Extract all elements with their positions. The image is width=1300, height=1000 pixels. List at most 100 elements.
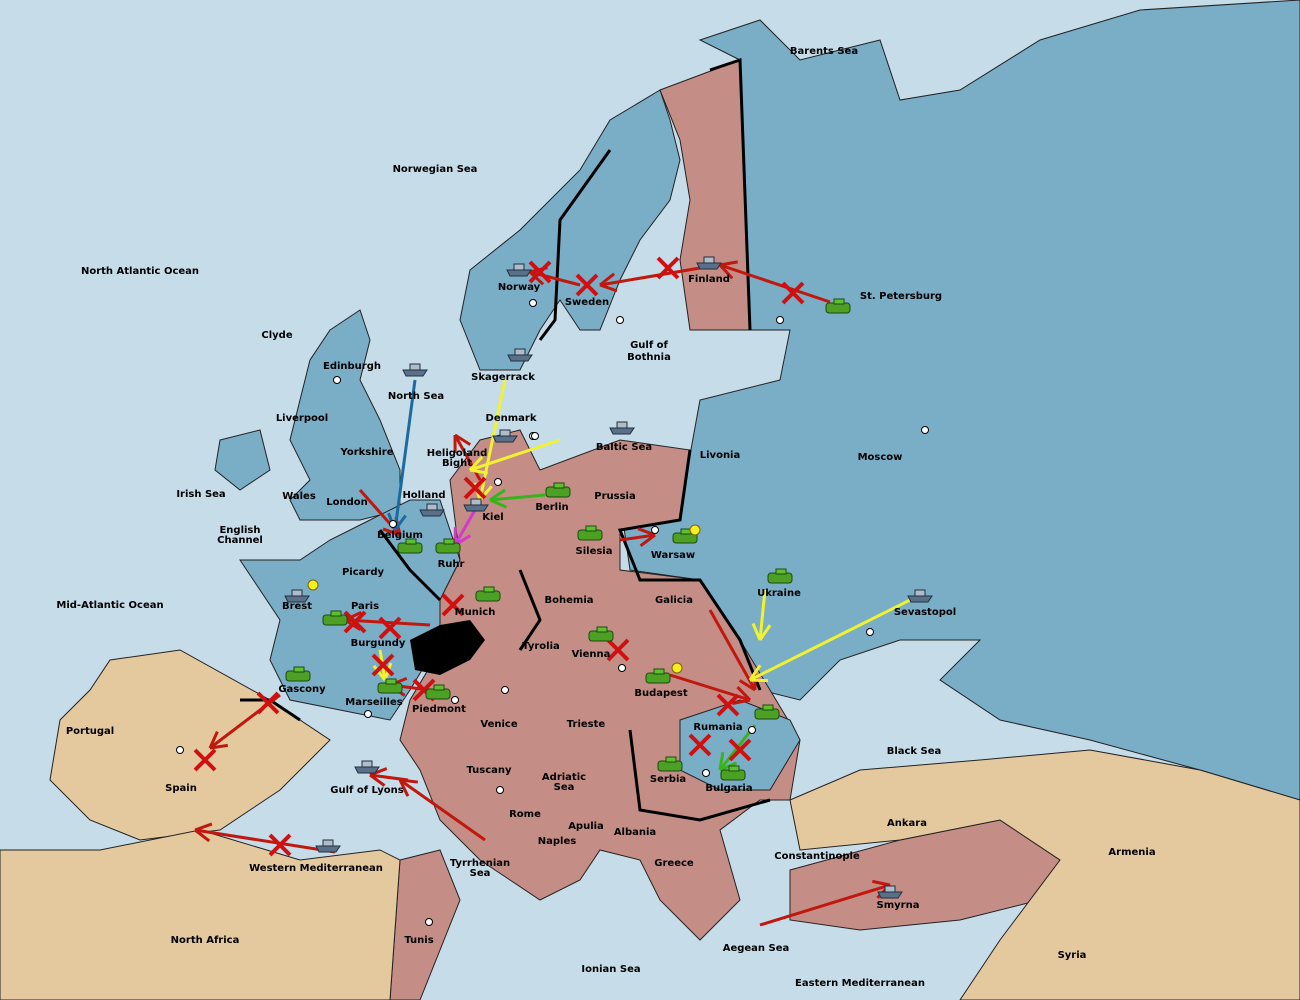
arrow-head xyxy=(372,664,387,681)
territory-label: St. Petersburg xyxy=(860,291,942,302)
territory-label: Ankara xyxy=(887,818,927,829)
army-turret xyxy=(293,666,305,673)
territory-label: Serbia xyxy=(650,774,686,785)
territory-label: Barents Sea xyxy=(790,46,858,57)
territory-label: Paris xyxy=(351,601,379,612)
arrow-head xyxy=(369,773,386,787)
territory-label: Holland xyxy=(402,490,445,501)
territory-label: Moscow xyxy=(858,452,903,463)
fleet-deck xyxy=(513,263,525,271)
failed-order xyxy=(256,691,280,715)
army-turret xyxy=(330,610,342,617)
supply-center xyxy=(618,664,626,672)
failed-order xyxy=(193,748,217,772)
arrow-head xyxy=(749,678,769,683)
supply-center xyxy=(333,376,341,384)
territory-label: Vienna xyxy=(572,649,611,660)
fleet xyxy=(506,269,532,277)
arrow-head xyxy=(732,698,751,705)
arrow-head xyxy=(468,455,484,472)
supply-center xyxy=(364,710,372,718)
territory-label: Clyde xyxy=(261,330,292,341)
territory-label: Smyrna xyxy=(877,900,920,911)
territory-label: Tuscany xyxy=(466,765,512,776)
territory-label: Liverpool xyxy=(276,413,328,424)
arrow-head xyxy=(369,767,388,777)
arrow-head xyxy=(639,533,656,547)
territory-label: Prussia xyxy=(594,491,635,502)
order-arrow xyxy=(369,773,409,782)
arrow-head xyxy=(208,730,219,749)
territory-label: Sevastopol xyxy=(894,607,956,618)
territory-label: North Africa xyxy=(171,935,240,946)
territory-label: Armenia xyxy=(1108,847,1155,858)
star xyxy=(689,524,701,536)
territory-label: Galicia xyxy=(655,595,693,606)
fleet xyxy=(354,766,380,774)
army-turret xyxy=(385,678,397,685)
fleet-deck xyxy=(322,839,334,847)
territory-label: London xyxy=(326,497,368,508)
territory-label: Sea xyxy=(554,782,575,793)
supply-center xyxy=(494,478,502,486)
order-arrow xyxy=(453,509,477,546)
territory-label: Skagerrack xyxy=(471,372,535,383)
army-turret xyxy=(653,668,665,675)
territory-label: Ukraine xyxy=(757,588,801,599)
territory-label: Syria xyxy=(1058,950,1087,961)
arrow-head xyxy=(718,263,734,280)
order-arrow xyxy=(758,589,767,641)
region xyxy=(214,429,271,491)
order-arrow xyxy=(759,883,891,927)
star xyxy=(671,662,683,674)
arrow-head xyxy=(599,283,618,293)
territory-label: Kiel xyxy=(482,512,503,523)
supply-center xyxy=(702,769,710,777)
territory-label: Aegean Sea xyxy=(723,943,790,954)
orders xyxy=(193,256,911,927)
territory-label: Western Mediterranean xyxy=(249,863,383,874)
territory-label: Gulf of xyxy=(630,340,668,351)
arrow-head xyxy=(736,686,752,702)
supply-center xyxy=(496,786,504,794)
territory-label: Belgium xyxy=(377,530,423,541)
territory-label: Heligoland xyxy=(427,448,488,459)
territory-label: Sea xyxy=(470,868,491,879)
impassable xyxy=(410,620,485,675)
fleet xyxy=(696,262,722,270)
fleet-deck xyxy=(291,589,303,597)
territory-label: Spain xyxy=(165,783,197,794)
fleet-deck xyxy=(514,348,526,356)
arrow-head xyxy=(382,527,401,537)
territory-label: Adriatic xyxy=(542,772,586,783)
region xyxy=(789,749,1300,1000)
territory-label: Norwegian Sea xyxy=(393,164,478,175)
fleet-deck xyxy=(499,429,511,437)
supply-center xyxy=(451,696,459,704)
order-arrow xyxy=(619,533,656,542)
fleet-deck xyxy=(409,363,421,371)
territory-label: Silesia xyxy=(576,546,613,557)
failed-order xyxy=(728,738,752,762)
supply-center xyxy=(921,426,929,434)
supply-center xyxy=(748,726,756,734)
army-turret xyxy=(775,568,787,575)
fleet xyxy=(907,595,933,603)
territory-label: North Sea xyxy=(388,391,444,402)
territory-label: Edinburgh xyxy=(323,361,381,372)
army-turret xyxy=(483,586,495,593)
territory-label: North Atlantic Ocean xyxy=(81,266,199,277)
region xyxy=(289,309,401,521)
arrow-head xyxy=(758,624,772,641)
territory-label: Greece xyxy=(654,858,694,869)
territory-label: Gascony xyxy=(278,684,326,695)
failed-order xyxy=(688,733,712,757)
army-turret xyxy=(433,684,445,691)
supply-center xyxy=(425,918,433,926)
army-turret xyxy=(665,756,677,763)
territory-label: Channel xyxy=(217,535,263,546)
territory-label: Budapest xyxy=(634,688,688,699)
order-arrow xyxy=(708,609,757,691)
